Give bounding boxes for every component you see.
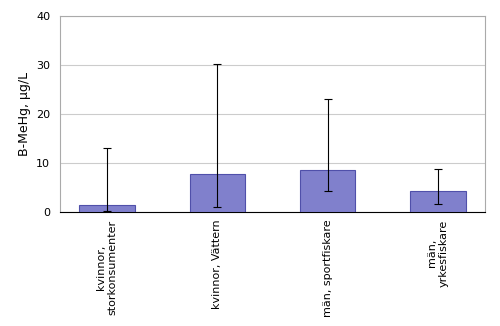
Y-axis label: B-MeHg, µg/L: B-MeHg, µg/L (18, 72, 30, 156)
Bar (80, 205, 134, 212)
Bar (300, 170, 356, 212)
Bar (190, 174, 245, 212)
Bar (410, 191, 466, 212)
